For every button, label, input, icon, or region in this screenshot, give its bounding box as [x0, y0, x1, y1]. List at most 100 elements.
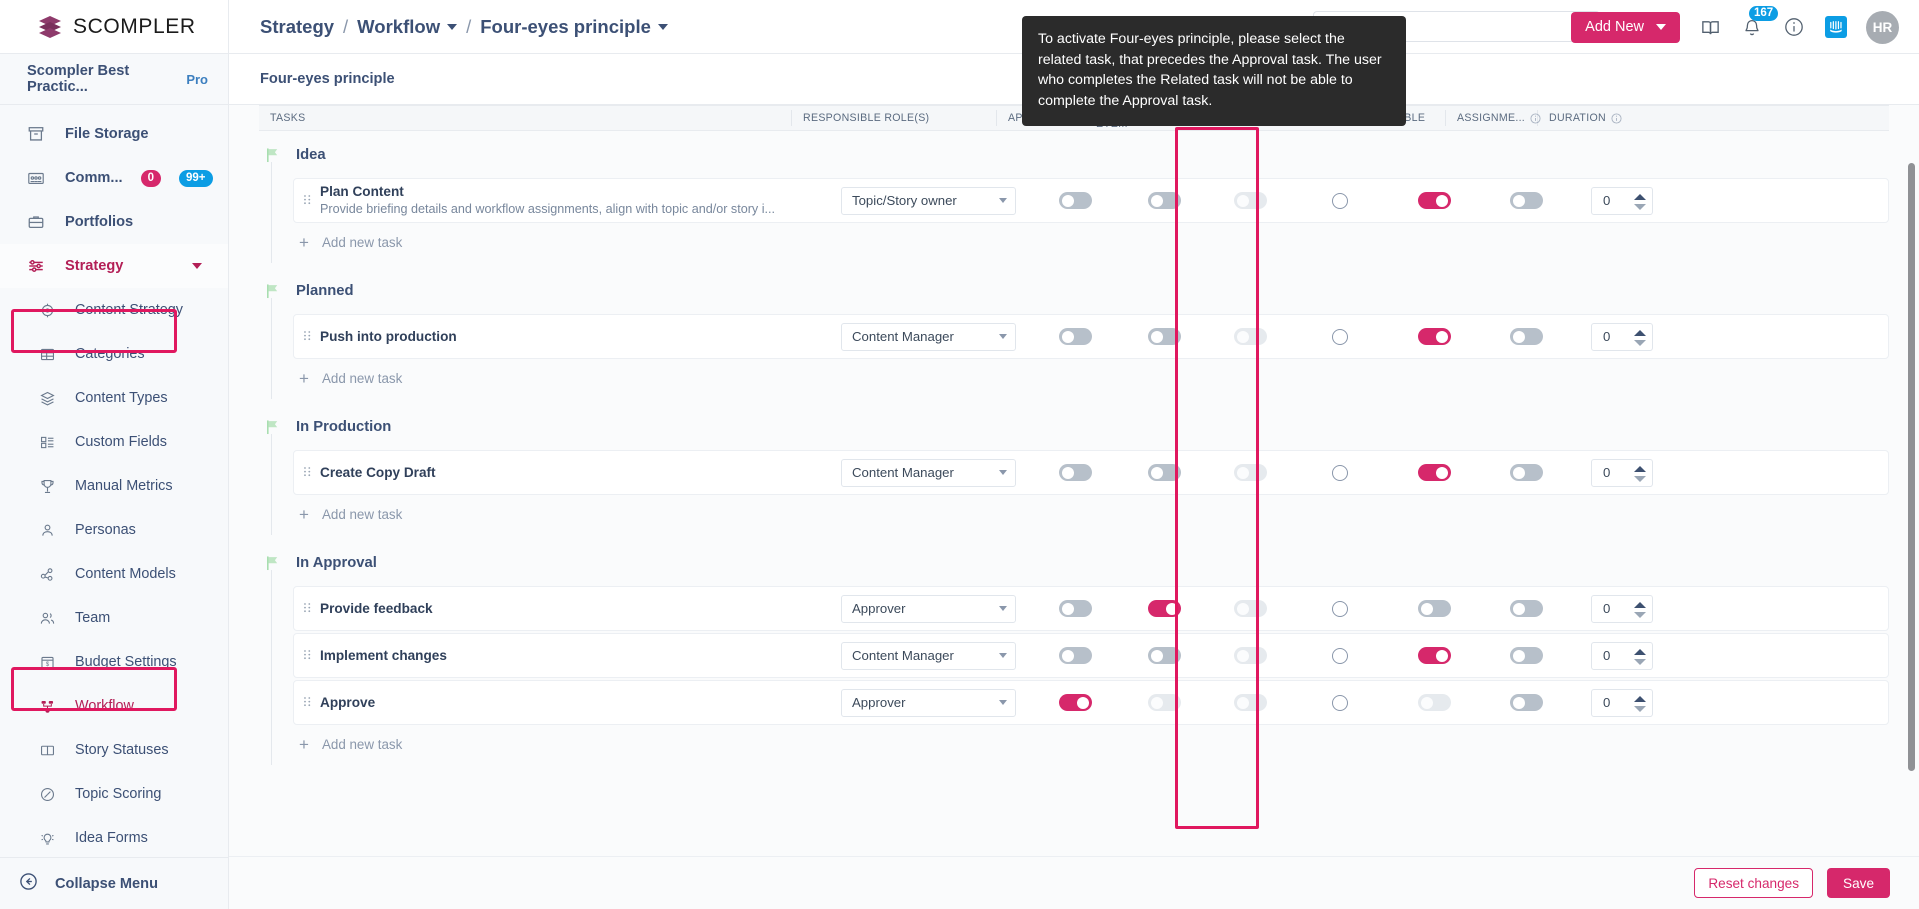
stepper-up-icon[interactable]	[1634, 695, 1646, 702]
intercom-chat-icon[interactable]	[1824, 15, 1848, 39]
sidebar-item-content-models[interactable]: Content Models	[0, 552, 228, 596]
add-new-task-button[interactable]: + Add new task	[259, 225, 1889, 259]
publish-toggle[interactable]	[1233, 694, 1267, 711]
four-eyes-toggle[interactable]	[1147, 694, 1181, 711]
add-new-task-button[interactable]: + Add new task	[259, 361, 1889, 395]
sidebar-item-personas[interactable]: Personas	[0, 508, 228, 552]
deadline-radio[interactable]	[1331, 192, 1348, 209]
approval-toggle[interactable]	[1058, 600, 1092, 617]
publish-toggle[interactable]	[1233, 192, 1267, 209]
responsible-role-select[interactable]: Content Manager	[841, 641, 1016, 670]
duration-stepper[interactable]: 0	[1591, 594, 1653, 623]
sidebar-item-story-statuses[interactable]: Story Statuses	[0, 728, 228, 772]
drag-handle-icon[interactable]	[300, 648, 314, 663]
sidebar-item-strategy[interactable]: Strategy	[0, 244, 228, 288]
drag-handle-icon[interactable]	[300, 193, 314, 208]
stepper-up-icon[interactable]	[1634, 648, 1646, 655]
stepper-down-icon[interactable]	[1634, 203, 1646, 210]
table-row[interactable]: Approve Approver 0	[293, 680, 1889, 725]
stepper-down-icon[interactable]	[1634, 658, 1646, 665]
sidebar-item-team[interactable]: Team	[0, 596, 228, 640]
drag-handle-icon[interactable]	[300, 695, 314, 710]
collapse-menu-button[interactable]: Collapse Menu	[0, 857, 228, 909]
table-row[interactable]: Push into production Content Manager 0	[293, 314, 1889, 359]
stepper-down-icon[interactable]	[1634, 339, 1646, 346]
column-header-role[interactable]: RESPONSIBLE ROLE(S)	[791, 110, 996, 126]
breadcrumb-item-workflow[interactable]: Workflow	[357, 15, 441, 37]
skippable-toggle[interactable]	[1417, 600, 1451, 617]
skippable-toggle[interactable]	[1417, 694, 1451, 711]
deadline-radio[interactable]	[1331, 464, 1348, 481]
notifications-bell-icon[interactable]: 167	[1740, 6, 1779, 39]
info-icon[interactable]	[1782, 15, 1806, 39]
knowledge-base-icon[interactable]	[1698, 15, 1722, 39]
sidebar-item-content-strategy[interactable]: Content Strategy	[0, 288, 228, 332]
drag-handle-icon[interactable]	[300, 465, 314, 480]
assignee-toggle[interactable]	[1509, 647, 1543, 664]
deadline-radio[interactable]	[1331, 328, 1348, 345]
publish-toggle[interactable]	[1233, 647, 1267, 664]
drag-handle-icon[interactable]	[300, 601, 314, 616]
sidebar-item-manual-metrics[interactable]: Manual Metrics	[0, 464, 228, 508]
sidebar-item-community[interactable]: Comm... 0 99+	[0, 156, 228, 200]
approval-toggle[interactable]	[1058, 464, 1092, 481]
vertical-scrollbar-thumb[interactable]	[1908, 163, 1915, 771]
table-row[interactable]: Create Copy Draft Content Manager 0	[293, 450, 1889, 495]
table-row[interactable]: Plan Content Provide briefing details an…	[293, 178, 1889, 223]
skippable-toggle[interactable]	[1417, 464, 1451, 481]
column-header-tasks[interactable]: TASKS	[259, 110, 791, 126]
sidebar-item-workflow[interactable]: Workflow	[0, 684, 228, 728]
sidebar-item-content-types[interactable]: Content Types	[0, 376, 228, 420]
approval-toggle[interactable]	[1058, 192, 1092, 209]
skippable-toggle[interactable]	[1417, 647, 1451, 664]
sidebar-item-file-storage[interactable]: File Storage	[0, 112, 228, 156]
workspace-selector[interactable]: Scompler Best Practic... Pro	[0, 54, 228, 105]
sidebar-item-custom-fields[interactable]: Custom Fields	[0, 420, 228, 464]
info-icon[interactable]	[1530, 112, 1541, 124]
avatar[interactable]: HR	[1866, 10, 1899, 44]
column-header-assignee[interactable]: ASSIGNME...	[1445, 110, 1541, 126]
stepper-up-icon[interactable]	[1634, 329, 1646, 336]
stepper-up-icon[interactable]	[1634, 465, 1646, 472]
reset-changes-button[interactable]: Reset changes	[1694, 868, 1814, 898]
add-new-task-button[interactable]: + Add new task	[259, 497, 1889, 531]
approval-toggle[interactable]	[1058, 328, 1092, 345]
column-header-duration[interactable]: DURATION	[1537, 110, 1637, 126]
stepper-down-icon[interactable]	[1634, 705, 1646, 712]
deadline-radio[interactable]	[1331, 647, 1348, 664]
four-eyes-toggle[interactable]	[1147, 328, 1181, 345]
approval-toggle[interactable]	[1058, 694, 1092, 711]
sidebar-item-budget-settings[interactable]: $ Budget Settings	[0, 640, 228, 684]
approval-toggle[interactable]	[1058, 647, 1092, 664]
responsible-role-select[interactable]: Content Manager	[841, 458, 1016, 487]
assignee-toggle[interactable]	[1509, 464, 1543, 481]
skippable-toggle[interactable]	[1417, 192, 1451, 209]
stepper-down-icon[interactable]	[1634, 611, 1646, 618]
duration-stepper[interactable]: 0	[1591, 322, 1653, 351]
publish-toggle[interactable]	[1233, 328, 1267, 345]
duration-stepper[interactable]: 0	[1591, 641, 1653, 670]
chevron-down-icon-strategy[interactable]	[192, 263, 202, 269]
table-row[interactable]: Provide feedback Approver 0	[293, 586, 1889, 631]
sidebar-item-portfolios[interactable]: Portfolios	[0, 200, 228, 244]
responsible-role-select[interactable]: Approver	[841, 688, 1016, 717]
add-new-task-button[interactable]: + Add new task	[259, 727, 1889, 761]
four-eyes-toggle[interactable]	[1147, 192, 1181, 209]
assignee-toggle[interactable]	[1509, 328, 1543, 345]
assignee-toggle[interactable]	[1509, 600, 1543, 617]
four-eyes-toggle[interactable]	[1147, 600, 1181, 617]
assignee-toggle[interactable]	[1509, 694, 1543, 711]
breadcrumb-item-four-eyes[interactable]: Four-eyes principle	[480, 15, 651, 37]
publish-toggle[interactable]	[1233, 600, 1267, 617]
skippable-toggle[interactable]	[1417, 328, 1451, 345]
publish-toggle[interactable]	[1233, 464, 1267, 481]
four-eyes-toggle[interactable]	[1147, 464, 1181, 481]
chevron-down-icon[interactable]	[447, 23, 458, 30]
stepper-down-icon[interactable]	[1634, 475, 1646, 482]
breadcrumb-item-strategy[interactable]: Strategy	[260, 15, 335, 37]
stepper-up-icon[interactable]	[1634, 601, 1646, 608]
logo[interactable]: SCOMPLER	[0, 0, 229, 54]
assignee-toggle[interactable]	[1509, 192, 1543, 209]
save-button[interactable]: Save	[1827, 868, 1890, 898]
deadline-radio[interactable]	[1331, 600, 1348, 617]
